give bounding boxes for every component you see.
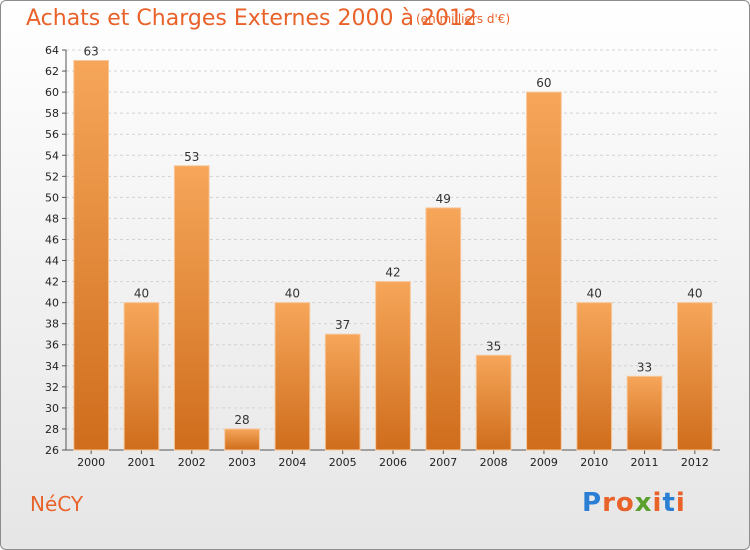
bar-2012	[676, 302, 713, 451]
bar-2010	[576, 302, 613, 451]
y-tick-label: 58	[45, 107, 59, 120]
y-tick-label: 38	[45, 318, 59, 331]
y-tick-label: 44	[45, 255, 59, 268]
x-tick-label-2001: 2001	[127, 456, 155, 469]
data-label-2010: 40	[587, 287, 602, 301]
bar-2004	[274, 302, 311, 451]
y-tick-label: 42	[45, 276, 59, 289]
data-label-2009: 60	[536, 76, 551, 90]
data-label-2012: 40	[687, 287, 702, 301]
data-label-2003: 28	[234, 413, 249, 427]
y-tick-label: 60	[45, 86, 59, 99]
bar-2003	[224, 428, 260, 451]
x-tick-label-2010: 2010	[580, 456, 608, 469]
logo-letter: x	[634, 488, 653, 518]
y-tick-label: 46	[45, 233, 59, 246]
bar-2009	[526, 91, 562, 451]
data-label-2002: 53	[184, 150, 199, 164]
y-tick-label: 40	[45, 297, 59, 310]
data-label-2005: 37	[335, 318, 350, 332]
bar-2001	[123, 302, 160, 451]
y-tick-label: 52	[45, 170, 59, 183]
logo-letter: t	[662, 488, 676, 518]
logo-letter: o	[615, 488, 635, 518]
y-tick-label: 28	[45, 423, 59, 436]
x-tick-label-2002: 2002	[178, 456, 206, 469]
bar-2008	[475, 354, 512, 451]
y-tick-label: 62	[45, 65, 59, 78]
y-tick-label: 26	[45, 444, 59, 457]
x-tick-label-2006: 2006	[379, 456, 407, 469]
x-tick-label-2008: 2008	[480, 456, 508, 469]
commune-name: NéCY	[30, 492, 84, 516]
y-tick-label: 64	[45, 44, 59, 57]
logo-letter: r	[602, 488, 616, 518]
y-tick-label: 48	[45, 212, 59, 225]
x-tick-label-2005: 2005	[329, 456, 357, 469]
proxiti-logo: Proxiti	[582, 488, 686, 518]
x-tick-label-2000: 2000	[77, 456, 105, 469]
bar-2011	[626, 375, 663, 451]
bar-2002	[173, 165, 210, 451]
logo-letter: i	[675, 488, 686, 518]
bar-2000	[73, 60, 110, 451]
data-label-2007: 49	[436, 192, 451, 206]
x-tick-label-2012: 2012	[681, 456, 709, 469]
x-tick-label-2011: 2011	[631, 456, 659, 469]
y-tick-label: 34	[45, 360, 59, 373]
logo-letter: P	[582, 488, 603, 518]
y-tick-label: 50	[45, 191, 59, 204]
y-tick-label: 56	[45, 128, 59, 141]
data-label-2006: 42	[385, 266, 400, 280]
y-tick-label: 32	[45, 381, 59, 394]
x-tick-label-2004: 2004	[278, 456, 306, 469]
y-tick-label: 36	[45, 339, 59, 352]
y-tick-label: 54	[45, 149, 59, 162]
bar-2006	[375, 281, 411, 451]
data-label-2004: 40	[285, 287, 300, 301]
logo-letter: i	[652, 488, 663, 518]
data-label-2000: 63	[84, 45, 99, 59]
chart-subtitle: (en milliers d'€)	[416, 12, 511, 26]
data-label-2008: 35	[486, 339, 501, 353]
chart-title: Achats et Charges Externes 2000 à 2012	[26, 6, 477, 31]
x-tick-label-2003: 2003	[228, 456, 256, 469]
data-labels: 63 40 53 28 40 37 42 49 35 60 40 33 40	[84, 45, 703, 427]
y-tick-label: 30	[45, 402, 59, 415]
bar-2005	[324, 333, 361, 451]
x-tick-label-2007: 2007	[429, 456, 457, 469]
bar-2007	[425, 207, 462, 451]
bars	[73, 60, 713, 451]
data-label-2011: 33	[637, 360, 652, 374]
data-label-2001: 40	[134, 287, 149, 301]
x-tick-label-2009: 2009	[530, 456, 558, 469]
